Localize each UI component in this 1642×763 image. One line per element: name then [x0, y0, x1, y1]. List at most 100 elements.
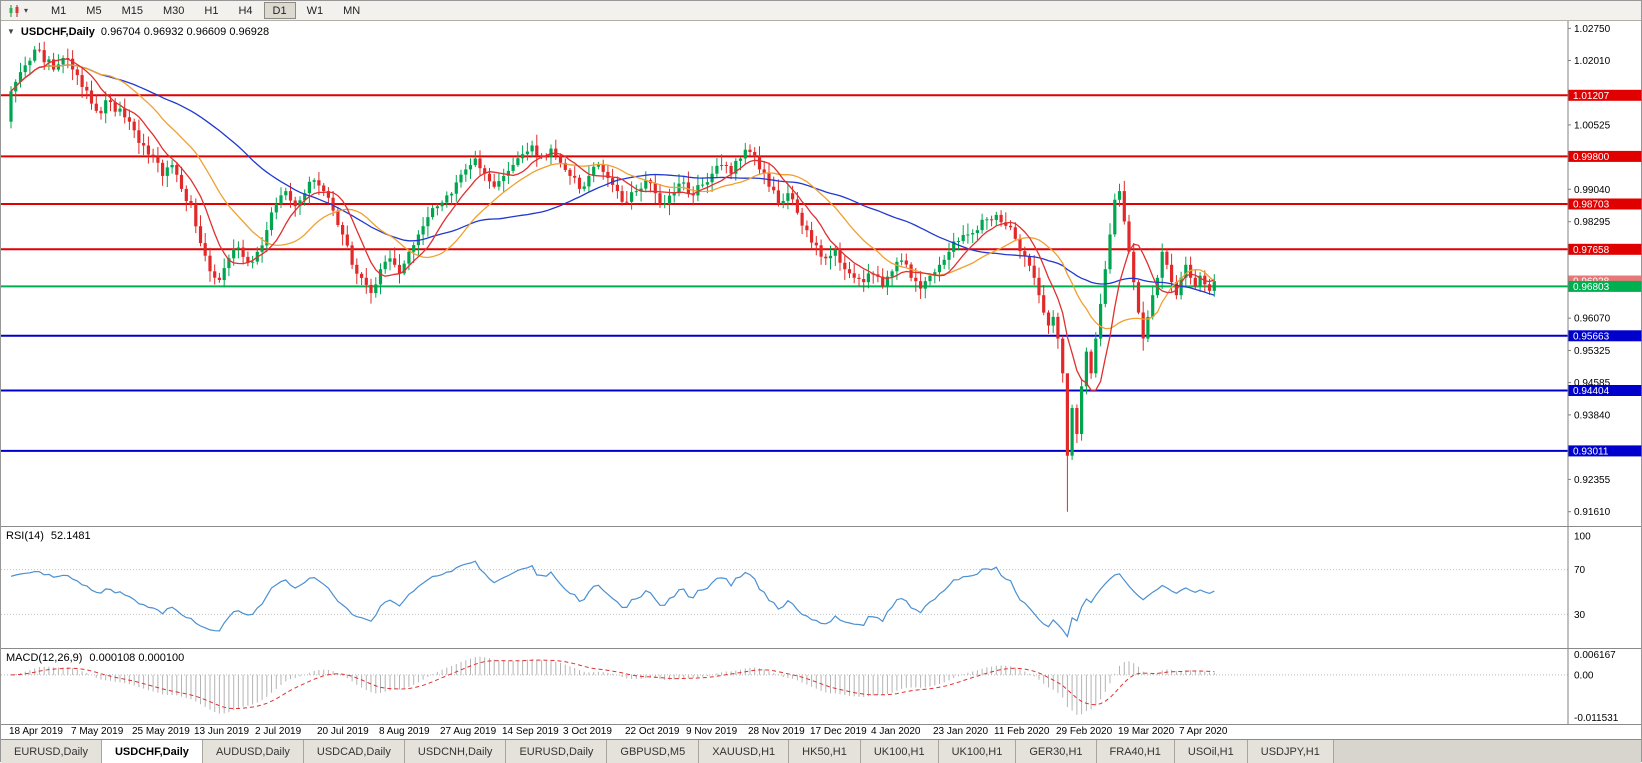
date-label: 7 Apr 2020: [1179, 726, 1228, 737]
timeframe-button-m5[interactable]: M5: [86, 5, 102, 17]
date-label: 22 Oct 2019: [625, 726, 680, 737]
chart-tab-bar: EURUSD,Daily USDCHF,Daily AUDUSD,Daily USDC…: [1, 739, 1641, 763]
date-label: 20 Jul 2019: [317, 726, 369, 737]
macd-tick-label: -0.011531: [1574, 713, 1619, 724]
date-label: 13 Jun 2019: [194, 726, 250, 737]
price-tick-label: 0.93840: [1574, 410, 1611, 421]
symbol-dropdown-icon[interactable]: ▼: [7, 27, 15, 36]
price-tick-label: 0.95325: [1574, 346, 1611, 357]
date-label: 19 Mar 2020: [1118, 726, 1175, 737]
price-tick-label: 0.94585: [1574, 378, 1611, 389]
price-tick-label: 0.91610: [1574, 507, 1611, 518]
timeframe-button-m1[interactable]: M1: [51, 5, 67, 17]
timeframe-button-w1[interactable]: W1: [306, 5, 324, 17]
chart-tab-eurusd-daily[interactable]: EURUSD,Daily: [506, 740, 608, 763]
timeframe-toolbar: ▾ M1 M5 M15 M30 H1 H4 D1 W1 MN: [1, 1, 1641, 21]
price-chart-panel: ▼ USDCHF,Daily 0.96704 0.96932 0.96609 0…: [1, 21, 1642, 526]
svg-text:1.01207: 1.01207: [1573, 91, 1610, 102]
macd-signal-line: [10, 659, 1215, 710]
candlestick-chart-icon: [9, 4, 19, 17]
chart-tab-usoil-h1[interactable]: USOil,H1: [1174, 740, 1248, 763]
timeframe-button-d1[interactable]: D1: [263, 2, 296, 19]
chart-tab-usdchf-daily[interactable]: USDCHF,Daily: [101, 740, 203, 763]
svg-text:0.95663: 0.95663: [1573, 331, 1610, 342]
chart-tab-gbpusd-m5[interactable]: GBPUSD,M5: [607, 740, 700, 763]
chart-tab-eurusd-daily[interactable]: EURUSD,Daily: [1, 740, 102, 763]
timeframe-button-m30[interactable]: M30: [162, 5, 185, 17]
rsi-tick-label: 30: [1574, 610, 1586, 621]
date-label: 25 May 2019: [132, 726, 190, 737]
price-tick-label: 0.96070: [1574, 314, 1611, 325]
macd-canvas[interactable]: 0.006167 0.00 -0.011531: [1, 649, 1642, 724]
svg-text:0.96803: 0.96803: [1573, 282, 1610, 293]
rsi-canvas[interactable]: 100 70 30: [1, 527, 1642, 648]
chart-symbol-label: USDCHF,Daily: [20, 26, 95, 38]
date-label: 23 Jan 2020: [933, 726, 989, 737]
fast-ma-line: [10, 58, 1215, 391]
price-tick-label: 1.00525: [1574, 120, 1611, 131]
price-tick-label: 0.92355: [1574, 475, 1611, 486]
chart-tab-uk100-h1[interactable]: UK100,H1: [860, 740, 939, 763]
date-label: 14 Sep 2019: [502, 726, 559, 737]
chart-tab-ger30-h1[interactable]: GER30,H1: [1016, 740, 1097, 763]
macd-label: MACD(12,26,9): [6, 652, 83, 664]
date-label: 4 Jan 2020: [871, 726, 921, 737]
chart-tab-uk100-h1[interactable]: UK100,H1: [938, 740, 1017, 763]
timeframe-button-h4[interactable]: H4: [238, 5, 253, 17]
chart-tab-usdjpy-h1[interactable]: USDJPY,H1: [1247, 740, 1334, 763]
price-badge-0.97658: 0.97658: [1568, 243, 1642, 256]
rsi-value: 52.1481: [50, 530, 91, 542]
timeframe-button-h1[interactable]: H1: [204, 5, 219, 17]
price-badge-0.93011: 0.93011: [1568, 445, 1642, 457]
price-badge-0.99800: 0.99800: [1568, 150, 1642, 163]
chevron-down-icon: ▾: [24, 5, 29, 15]
svg-text:0.93011: 0.93011: [1573, 446, 1609, 457]
rsi-tick-label: 70: [1574, 565, 1586, 576]
date-label: 29 Feb 2020: [1056, 726, 1113, 737]
date-label: 3 Oct 2019: [563, 726, 612, 737]
date-label: 2 Jul 2019: [255, 726, 302, 737]
price-badge-1.01207: 1.01207: [1568, 89, 1642, 102]
date-axis[interactable]: 18 Apr 2019 7 May 2019 25 May 2019 13 Jun 2…: [1, 724, 1641, 739]
rsi-line: [10, 560, 1215, 638]
price-badge-0.95663: 0.95663: [1568, 330, 1642, 342]
price-badge-0.94404: 0.94404: [1568, 385, 1642, 397]
macd-header: MACD(12,26,9) 0.000108 0.000100: [6, 652, 184, 664]
date-label: 17 Dec 2019: [810, 726, 867, 737]
date-label: 28 Nov 2019: [748, 726, 805, 737]
mid-ma-line: [10, 64, 1215, 330]
svg-text:0.97658: 0.97658: [1573, 245, 1610, 256]
date-label: 8 Aug 2019: [379, 726, 430, 737]
rsi-tick-label: 100: [1574, 532, 1591, 543]
slow-ma-line: [10, 64, 1215, 296]
svg-text:0.99800: 0.99800: [1573, 152, 1610, 163]
price-chart-canvas[interactable]: 1.02750 1.02010 1.00525 0.99040 0.98295 0.960…: [1, 21, 1642, 526]
timeframe-button-mn[interactable]: MN: [343, 5, 361, 17]
chart-header: ▼ USDCHF,Daily 0.96704 0.96932 0.96609 0…: [7, 26, 269, 38]
rsi-label: RSI(14): [6, 530, 44, 542]
chart-tab-usdcnh-daily[interactable]: USDCNH,Daily: [404, 740, 507, 763]
price-tick-label: 1.02010: [1574, 56, 1611, 67]
chart-tab-xauusd-h1[interactable]: XAUUSD,H1: [699, 740, 790, 763]
date-label: 7 May 2019: [71, 726, 124, 737]
price-tick-label: 1.02750: [1574, 24, 1611, 35]
chart-tab-hk50-h1[interactable]: HK50,H1: [789, 740, 861, 763]
macd-tick-label: 0.00: [1574, 670, 1594, 681]
date-label: 11 Feb 2020: [994, 726, 1050, 737]
date-label: 9 Nov 2019: [686, 726, 738, 737]
svg-text:0.98703: 0.98703: [1573, 200, 1610, 211]
timeframe-button-m15[interactable]: M15: [121, 5, 143, 17]
macd-tick-label: 0.006167: [1574, 650, 1616, 661]
chart-tab-usdcad-daily[interactable]: USDCAD,Daily: [303, 740, 405, 763]
chart-ohlc-values: 0.96704 0.96932 0.96609 0.96928: [100, 26, 270, 38]
price-tick-label: 0.99040: [1574, 185, 1611, 196]
chart-tab-fra40-h1[interactable]: FRA40,H1: [1096, 740, 1175, 763]
rsi-header: RSI(14) 52.1481: [6, 530, 91, 542]
chart-tab-audusd-daily[interactable]: AUDUSD,Daily: [202, 740, 304, 763]
price-badge-0.96803: 0.96803: [1568, 280, 1642, 293]
rsi-panel: RSI(14) 52.1481 100 70 30: [1, 526, 1641, 648]
macd-panel: MACD(12,26,9) 0.000108 0.000100 0.006167…: [1, 648, 1641, 724]
chart-icon-group[interactable]: ▾: [5, 4, 28, 18]
macd-values: 0.000108 0.000100: [89, 652, 185, 664]
